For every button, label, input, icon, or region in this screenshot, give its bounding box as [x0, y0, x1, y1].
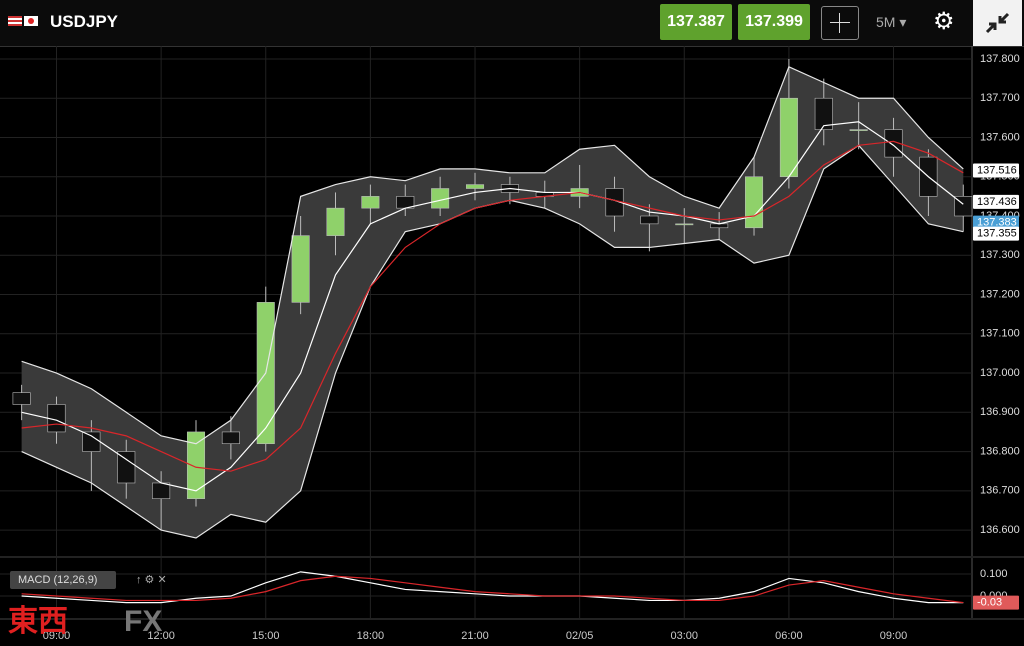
y-tick-label: 136.900 — [980, 406, 1020, 418]
candle-body — [779, 97, 798, 178]
price-marker-label: -0.03 — [977, 597, 1002, 609]
candle-body — [12, 392, 31, 405]
candle-body — [291, 235, 310, 303]
flag-jp — [24, 16, 38, 26]
price-marker-box — [973, 215, 1019, 230]
candle-body — [640, 215, 659, 225]
watermark-left: 東西 — [8, 605, 68, 638]
series-line — [21, 121, 964, 492]
crosshair-button[interactable] — [821, 6, 859, 40]
series-line — [21, 66, 964, 445]
series-line — [21, 140, 964, 472]
candle-body — [82, 431, 101, 452]
candle-body — [745, 176, 764, 229]
x-tick-label: 15:00 — [252, 630, 280, 642]
price-marker-label: 137.516 — [977, 164, 1017, 176]
candle-body — [465, 184, 485, 189]
candle-body — [361, 196, 380, 209]
candle-body — [326, 207, 345, 236]
price-marker-box — [973, 163, 1019, 178]
y-tick-label: 137.700 — [980, 92, 1020, 104]
price-marker-label: 137.436 — [977, 196, 1017, 208]
collapse-icon — [985, 12, 1010, 34]
indicator-tools: ↑ ⚙ ✕ — [136, 574, 167, 586]
x-tick-label: 12:00 — [147, 630, 175, 642]
x-tick-label: 09:00 — [880, 630, 908, 642]
indicator-title: MACD (12,26,9) — [18, 574, 97, 586]
ask-button[interactable]: 137.399 — [738, 4, 810, 40]
chart: 136.600 136.700 136.800 136.900 137.000 137.1… — [0, 46, 1024, 642]
watermark: 東西 FX — [8, 596, 162, 640]
y-tick-label: 136.600 — [980, 524, 1020, 536]
series-line — [21, 575, 964, 604]
y-tick-label: 137.600 — [980, 131, 1020, 143]
watermark-right: FX — [124, 605, 163, 638]
x-tick-label: 03:00 — [671, 630, 699, 642]
price-marker: 137.436 — [973, 194, 1019, 209]
candle-body — [884, 129, 903, 158]
price-marker: 137.383 — [973, 215, 1019, 230]
candle-body — [849, 129, 868, 131]
y-tick-label: 137.300 — [980, 249, 1020, 261]
timeframe: 5M — [876, 14, 896, 30]
x-tick-label: 09:00 — [43, 630, 71, 642]
price-marker: 137.355 — [973, 226, 1019, 241]
price-marker-box — [973, 226, 1019, 241]
bid-button[interactable]: 137.387 — [660, 4, 732, 40]
y-tick-label: 136.800 — [980, 445, 1020, 457]
y-tick-label: 137.000 — [980, 367, 1020, 379]
candle-body — [186, 431, 206, 499]
y-tick-label: 137.200 — [980, 288, 1020, 300]
settings-button[interactable]: ⚙ — [933, 8, 955, 35]
price-marker: -0.03 — [973, 595, 1019, 610]
candle-body — [675, 223, 694, 226]
y-tick-label: 137.100 — [980, 328, 1020, 340]
x-tick-label: 18:00 — [357, 630, 385, 642]
candle-body — [814, 97, 833, 130]
price-marker-box — [973, 595, 1019, 610]
candle-body — [152, 482, 171, 499]
timeframe-select[interactable]: 5M ▾ — [876, 14, 907, 30]
toolbar: USDJPY 137.387 137.399 5M ▾ ⚙ — [0, 0, 1024, 47]
y-tick-label: 0.100 — [980, 568, 1008, 580]
x-tick-label: 06:00 — [775, 630, 803, 642]
candle-body — [117, 451, 136, 484]
candle-body — [221, 431, 240, 445]
price-marker-label: 137.383 — [977, 217, 1017, 229]
price-marker: 137.516 — [973, 163, 1019, 178]
x-tick-label: 02/05 — [566, 630, 594, 642]
collapse-button[interactable] — [973, 0, 1022, 46]
y-tick-label: 136.700 — [980, 485, 1020, 497]
flag-us — [8, 16, 22, 26]
price-marker-label: 137.355 — [977, 228, 1017, 240]
symbol[interactable]: USDJPY — [50, 12, 119, 31]
price-marker-box — [973, 194, 1019, 209]
indicator-chip — [10, 571, 116, 589]
x-tick-label: 21:00 — [461, 630, 489, 642]
y-tick-label: 137.800 — [980, 53, 1020, 65]
